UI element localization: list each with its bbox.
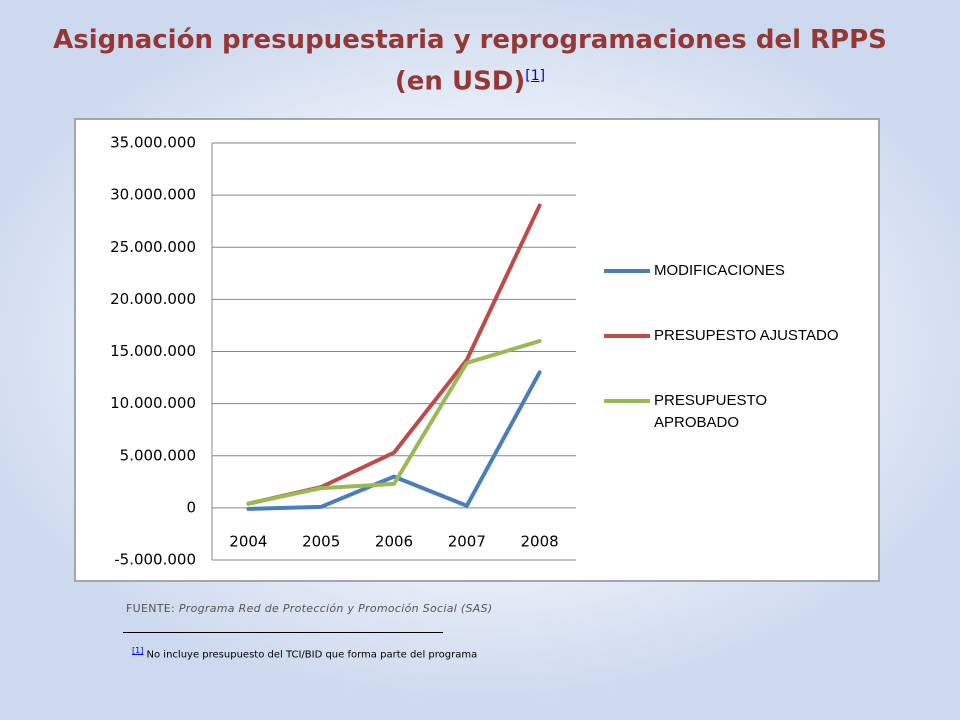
x-tick-label: 2006	[375, 532, 413, 550]
footnote: [1] No incluye presupuesto del TCI/BID q…	[132, 646, 477, 660]
title: Asignación presupuestaria y reprogramaci…	[0, 22, 940, 100]
title-text: (en USD)	[394, 66, 526, 97]
y-tick-label: 10.000.000	[110, 394, 196, 412]
y-tick-label: 35.000.000	[110, 134, 196, 152]
title-line: (en USD)[1]	[0, 58, 940, 100]
x-tick-label: 2005	[302, 532, 340, 550]
y-tick-label: 5.000.000	[120, 446, 196, 464]
y-tick-label: 0	[186, 498, 196, 516]
source-label: FUENTE:	[126, 602, 176, 615]
series-line	[246, 370, 542, 511]
x-tick-label: 2008	[521, 532, 559, 550]
y-tick-label: 20.000.000	[110, 290, 196, 308]
legend-swatch	[604, 399, 650, 403]
legend-label: PRESUPUESTO APROBADO	[654, 392, 768, 431]
footnote-link[interactable]: [1]	[525, 68, 546, 84]
legend-label: PRESUPESTO AJUSTADO	[654, 327, 839, 344]
x-tick-label: 2004	[229, 532, 267, 550]
source-text: Programa Red de Protección y Promoción S…	[178, 602, 493, 615]
x-tick-label: 2007	[448, 532, 486, 550]
legend-swatch	[604, 334, 650, 338]
footnote-text: No incluye presupuesto del TCI/BID que f…	[146, 649, 478, 661]
series-line	[246, 339, 542, 506]
y-tick-label: 25.000.000	[110, 238, 196, 256]
source: FUENTE: Programa Red de Protección y Pro…	[126, 602, 493, 615]
footnote-marker[interactable]: [1]	[132, 646, 144, 655]
legend-label: MODIFICACIONES	[654, 262, 785, 279]
title-line: Asignación presupuestaria y reprogramaci…	[53, 25, 887, 55]
chart: -5.000.000 0 5.000.000 10.000.000 15.000.000…	[110, 134, 576, 569]
chart-box: -5.000.000 0 5.000.000 10.000.000 15.000.000…	[74, 118, 880, 582]
legend-swatch	[604, 269, 650, 273]
footnote-rule	[123, 632, 443, 633]
y-tick-label: -5.000.000	[114, 551, 196, 569]
y-tick-label: 15.000.000	[110, 342, 196, 360]
y-tick-label: 30.000.000	[110, 186, 196, 204]
